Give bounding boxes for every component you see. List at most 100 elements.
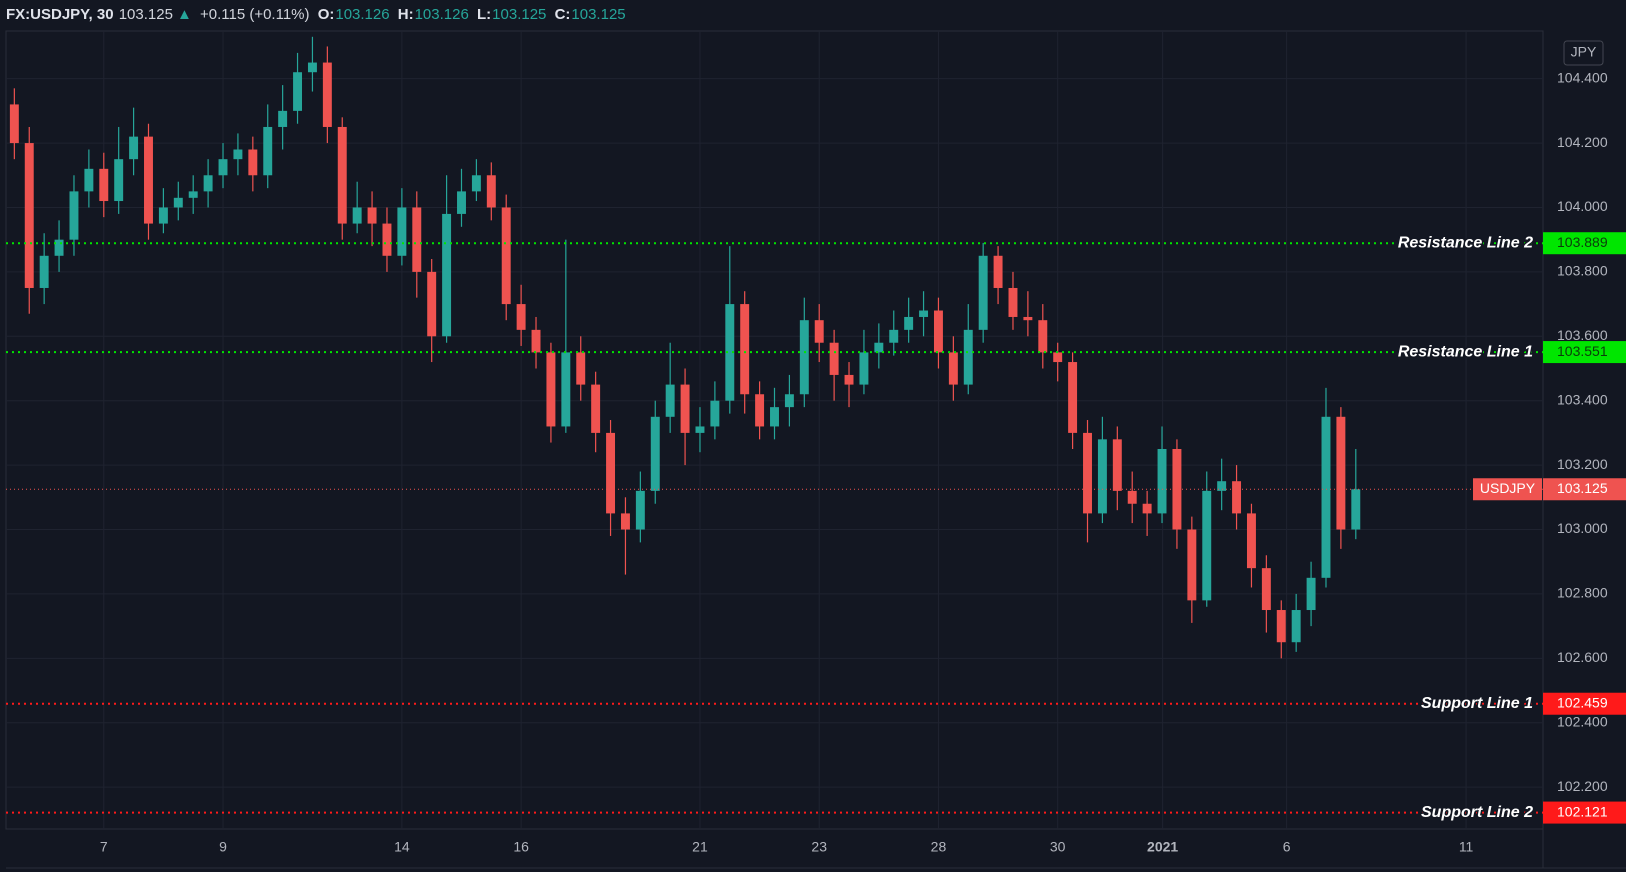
y-tick-label: 102.400 [1557,713,1608,729]
currency[interactable]: JPY [1571,44,1597,60]
ohlc-value: 103.126 [414,6,469,23]
candle-body [919,310,929,317]
x-tick-label: 11 [1459,839,1474,855]
line-label: Resistance Line 1 [1398,343,1533,360]
x-tick-label: 9 [219,839,227,855]
y-tick-label: 103.000 [1557,520,1608,536]
candle-body [531,329,541,353]
candle-body [144,136,153,224]
candle-body [218,159,228,176]
candle-body [471,175,481,192]
candle-body [1336,416,1346,530]
candle-body [1351,489,1361,530]
ohlc-value: 103.125 [571,6,626,23]
candle-body [1142,503,1152,514]
candle-body [963,329,973,385]
candle-body [1083,432,1092,514]
line-label: Support Line 1 [1421,695,1533,712]
candle-body [337,126,347,224]
candle-body [1023,316,1033,321]
candle-body [457,191,466,214]
candle-body [859,352,869,385]
candle-body [39,255,49,288]
candle-body [1321,416,1331,578]
change: +0.115 (+0.11%) [199,6,310,23]
ohlc-label: L: [477,6,492,23]
price-name-box [1473,478,1542,501]
candle-body [561,352,571,427]
candle-body [1038,320,1048,353]
candle-body [1202,490,1212,601]
candle-body [993,255,1003,288]
candle-body [278,110,288,127]
candle-body [1291,610,1301,643]
x-tick-label: 7 [100,839,108,855]
candle-body [1127,490,1137,504]
candle-body [755,394,765,427]
price-name: USDJPY [1480,480,1536,496]
candle-body [69,191,79,240]
y-tick-label: 103.800 [1557,263,1608,279]
line-value-box [1543,801,1626,824]
x-tick-label: 23 [811,839,827,855]
ohlc-label: C: [554,6,571,23]
candle-body [710,400,720,427]
candle-body [1261,568,1271,611]
candle-body [814,320,824,343]
y-tick-label: 102.800 [1557,585,1608,601]
candle-body [129,136,139,160]
symbol: FX:USDJPY, 30 [6,6,114,23]
x-tick-label: 21 [692,839,708,855]
candle-body [486,175,496,208]
line-value: 103.889 [1557,234,1608,250]
x-tick-label: 28 [931,839,947,855]
candle-body [84,168,94,192]
currency-box[interactable] [1563,40,1604,66]
y-tick-label: 103.200 [1557,456,1608,472]
candle-body [9,104,19,144]
y-tick-label: 104.400 [1557,69,1608,85]
line-value-box [1543,341,1626,364]
candle-body [1276,610,1286,643]
candle-body [1068,362,1078,433]
candle-body [844,374,854,385]
candle-body [978,255,988,330]
line-label: Resistance Line 2 [1398,234,1533,251]
candle-body [635,490,645,530]
candle-body [874,342,884,353]
candle-body [293,72,303,111]
ohlc-value: 103.125 [492,6,547,23]
candle-body [263,126,273,176]
candle-body [1306,577,1316,611]
line-value: 102.121 [1557,803,1608,819]
candle-body [1112,439,1122,491]
x-tick-label: 30 [1050,839,1066,855]
candle-body [1217,481,1227,491]
candle-body [442,213,452,337]
candle-body [799,320,809,395]
candle-body [1246,513,1256,569]
y-tick-label: 104.000 [1557,198,1608,214]
y-tick-label: 103.600 [1557,327,1608,343]
candle-body [516,304,526,330]
candle-body [576,352,586,385]
y-tick-label: 103.400 [1557,391,1608,407]
ohlc-label: H: [397,6,414,23]
candle-body [54,239,64,256]
candle-body [352,207,362,224]
candle-body [1053,352,1063,363]
candle-body [367,207,377,224]
candle-body [382,223,392,256]
candle-body [188,191,198,198]
candle-body [24,143,34,288]
candle-body [397,207,407,256]
line-label: Support Line 2 [1421,804,1533,821]
line-value: 103.551 [1557,343,1608,359]
candle-body [1097,439,1107,514]
candle-body [650,416,660,491]
line-value-box [1543,232,1626,255]
candle-body [1172,449,1182,530]
x-tick-label: 2021 [1147,839,1178,855]
candle-body [933,310,943,353]
x-tick-label: 16 [513,839,529,855]
